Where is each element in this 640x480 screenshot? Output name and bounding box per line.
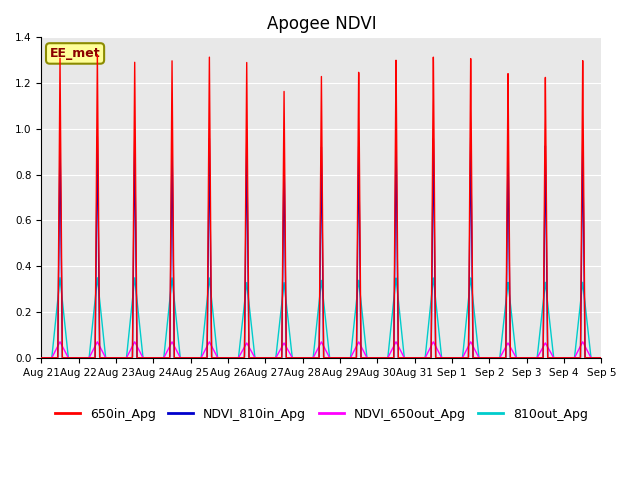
- Text: EE_met: EE_met: [50, 47, 100, 60]
- Title: Apogee NDVI: Apogee NDVI: [266, 15, 376, 33]
- Legend: 650in_Apg, NDVI_810in_Apg, NDVI_650out_Apg, 810out_Apg: 650in_Apg, NDVI_810in_Apg, NDVI_650out_A…: [50, 403, 593, 425]
